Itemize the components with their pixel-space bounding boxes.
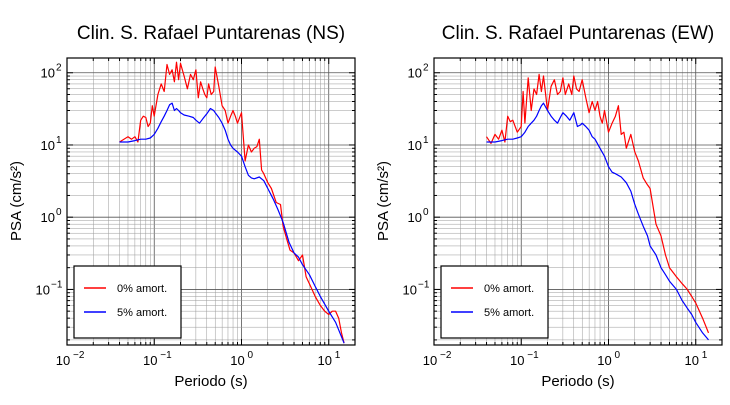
- x-tick-label-exponent: −1: [160, 350, 172, 361]
- y-axis-label: PSA (cm/s²): [8, 161, 25, 241]
- y-tick-label-exponent: 1: [423, 135, 429, 146]
- chart-title: Clin. S. Rafael Puntarenas (EW): [442, 23, 714, 44]
- x-tick-label-exponent: −1: [527, 350, 539, 361]
- series-line-damped: [486, 102, 709, 341]
- y-tick-label: 10: [41, 210, 55, 225]
- y-tick-label: 10: [403, 282, 417, 297]
- legend-label-undamped: 0% amort.: [484, 283, 534, 295]
- y-tick-label: 10: [408, 138, 422, 153]
- x-tick-label: 10: [143, 353, 157, 368]
- x-tick-label-exponent: −2: [440, 350, 452, 361]
- legend-label-damped: 5% amort.: [484, 307, 534, 319]
- y-tick-label-exponent: 1: [56, 135, 62, 146]
- y-tick-label-exponent: 0: [423, 207, 429, 218]
- axis-ticks: [66, 58, 356, 345]
- chart-panel-ns: Clin. S. Rafael Puntarenas (NS) 10 −2 10 −1…: [8, 23, 356, 390]
- legend-label-undamped: 0% amort.: [117, 283, 167, 295]
- y-tick-label-exponent: 0: [56, 207, 62, 218]
- y-tick-label-exponent: −1: [51, 279, 63, 290]
- x-tick-label: 10: [597, 353, 611, 368]
- x-axis-label: Periodo (s): [174, 373, 247, 390]
- y-axis-label: PSA (cm/s²): [375, 161, 392, 241]
- y-tick-label: 10: [41, 66, 55, 81]
- y-tick-label-exponent: −1: [418, 279, 430, 290]
- legend: 0% amort. 5% amort.: [73, 265, 182, 339]
- y-tick-label: 10: [408, 210, 422, 225]
- legend-box: [440, 265, 549, 339]
- plot-data: [486, 73, 710, 341]
- grid-lines: [66, 58, 356, 345]
- series-line-undamped: [486, 73, 710, 334]
- y-tick-label-exponent: 2: [423, 63, 429, 74]
- grid-lines: [433, 58, 723, 345]
- chart-panel-ew: Clin. S. Rafael Puntarenas (EW) 10 −2 10 −1…: [375, 23, 723, 390]
- x-tick-label-exponent: 1: [702, 350, 708, 361]
- x-tick-label: 10: [423, 353, 437, 368]
- legend: 0% amort. 5% amort.: [440, 265, 549, 339]
- x-axis-label: Periodo (s): [541, 373, 614, 390]
- series-line-damped: [119, 102, 345, 344]
- y-tick-label: 10: [408, 66, 422, 81]
- y-tick-label: 10: [36, 282, 50, 297]
- chart-title: Clin. S. Rafael Puntarenas (NS): [77, 23, 345, 44]
- legend-box: [73, 265, 182, 339]
- y-tick-label: 10: [41, 138, 55, 153]
- series-line-undamped: [119, 61, 345, 344]
- x-tick-labels: 10 −2 10 −1 10 0 10 1: [56, 350, 341, 368]
- x-tick-labels: 10 −2 10 −1 10 0 10 1: [423, 350, 708, 368]
- plot-frame: [433, 57, 723, 346]
- x-tick-label-exponent: 0: [614, 350, 620, 361]
- plot-data: [119, 61, 345, 344]
- x-tick-label: 10: [318, 353, 332, 368]
- legend-label-damped: 5% amort.: [117, 307, 167, 319]
- y-tick-label-exponent: 2: [56, 63, 62, 74]
- x-tick-label: 10: [685, 353, 699, 368]
- axis-ticks: [433, 58, 723, 345]
- x-tick-label: 10: [56, 353, 70, 368]
- x-tick-label: 10: [230, 353, 244, 368]
- x-tick-label-exponent: 1: [335, 350, 341, 361]
- x-tick-label: 10: [510, 353, 524, 368]
- plot-frame: [66, 57, 356, 346]
- x-tick-label-exponent: 0: [247, 350, 253, 361]
- x-tick-label-exponent: −2: [73, 350, 85, 361]
